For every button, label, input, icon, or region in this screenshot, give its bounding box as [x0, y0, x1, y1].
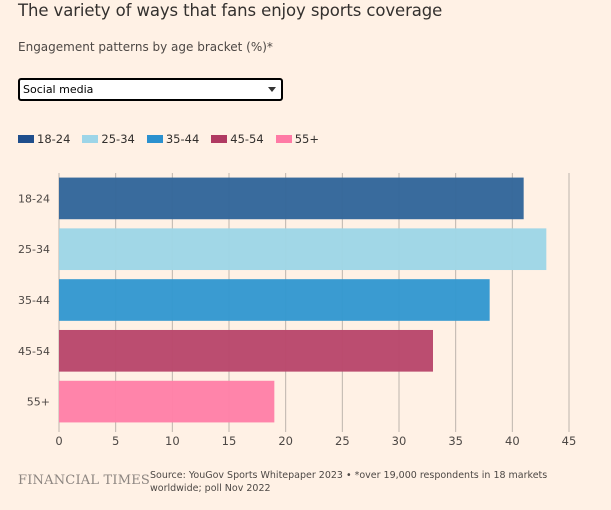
legend-label: 25-34	[101, 132, 135, 146]
bar-chart: 0 5 10 15 20 25 30 35 40 45 18-24 25-34 35-44 45-54 5…	[18, 173, 576, 448]
legend-label: 55+	[294, 132, 319, 146]
legend-swatch	[146, 135, 163, 143]
x-tick-label: 10	[165, 434, 180, 448]
x-tick-label: 25	[335, 434, 350, 448]
chart-subtitle: Engagement patterns by age bracket (%)*	[18, 40, 273, 54]
legend-swatch	[275, 135, 292, 143]
bar-25-34	[59, 228, 547, 271]
legend-swatch	[211, 135, 228, 143]
x-tick-label: 15	[222, 434, 237, 448]
y-axis-labels: 18-24 25-34 35-44 45-54 55+	[18, 192, 50, 408]
x-tick-label: 45	[562, 434, 577, 448]
legend-item-25-34: 25-34	[82, 132, 135, 146]
legend-item-35-44: 35-44	[146, 132, 200, 146]
legend-label: 35-44	[165, 132, 200, 146]
legend-swatch	[82, 135, 99, 143]
bar-35-44	[59, 279, 490, 321]
legend-label: 18-24	[37, 132, 71, 146]
bar-18-24	[59, 177, 524, 220]
chevron-down-icon	[268, 87, 276, 92]
legend: 18-24 25-34 35-44 45-54 55+	[18, 132, 319, 146]
y-category-label: 55+	[27, 396, 50, 409]
bar-45-54	[59, 329, 433, 372]
x-tick-label: 20	[278, 434, 293, 448]
chart-title: The variety of ways that fans enjoy spor…	[18, 1, 443, 20]
x-tick-label: 35	[448, 434, 463, 448]
category-dropdown[interactable]: Social media	[18, 78, 283, 101]
legend-swatch	[18, 135, 34, 143]
bars	[59, 177, 547, 423]
x-tick-label: 40	[505, 434, 520, 448]
bar-55-plus	[59, 380, 275, 423]
ft-logo: FINANCIAL TIMES	[18, 473, 151, 488]
y-category-label: 25-34	[18, 243, 50, 256]
dropdown-selected-value: Social media	[23, 83, 94, 96]
legend-item-18-24: 18-24	[18, 132, 70, 146]
x-tick-label: 5	[112, 434, 119, 448]
legend-item-45-54: 45-54	[211, 132, 264, 146]
x-axis-ticks: 0 5 10 15 20 25 30 35 40 45	[55, 434, 576, 448]
legend-label: 45-54	[230, 132, 264, 146]
source-note: Source: YouGov Sports Whitepaper 2023 • …	[150, 470, 548, 494]
y-category-label: 35-44	[18, 294, 50, 307]
x-tick-label: 30	[392, 434, 407, 448]
legend-item-55-plus: 55+	[275, 132, 319, 146]
x-tick-label: 0	[55, 434, 62, 448]
y-category-label: 18-24	[18, 192, 50, 205]
y-category-label: 45-54	[18, 345, 50, 358]
